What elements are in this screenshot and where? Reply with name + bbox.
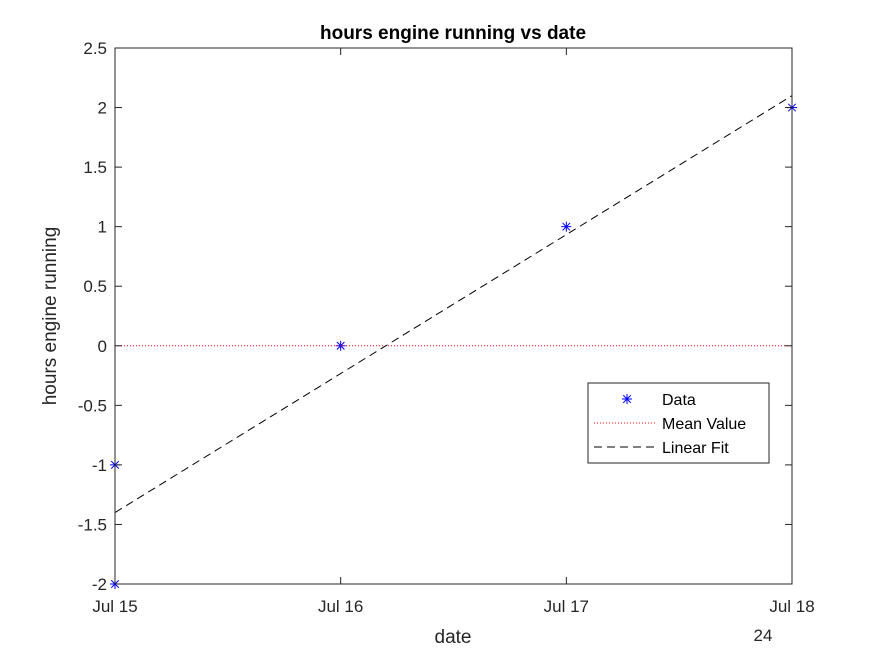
chart-title: hours engine running vs date	[320, 23, 586, 44]
legend-item: Linear Fit	[594, 440, 729, 457]
data-point	[561, 221, 572, 232]
legend-item: Data	[622, 392, 696, 409]
y-tick-label: -1.5	[78, 515, 107, 534]
legend-item: Mean Value	[594, 416, 746, 433]
y-tick-label: -2	[92, 575, 107, 594]
plot-area	[115, 48, 792, 584]
x-tick-label: Jul 16	[318, 597, 363, 616]
legend-label: Mean Value	[662, 416, 746, 433]
series-linear-fit-line	[114, 95, 793, 513]
legend-label: Linear Fit	[662, 440, 729, 457]
legend-marker	[622, 394, 632, 404]
legend-label: Data	[662, 392, 696, 409]
y-tick-label: 1.5	[83, 158, 107, 177]
y-tick-label: -0.5	[78, 396, 107, 415]
marker-stroke	[562, 222, 571, 231]
y-tick-label: 2	[98, 99, 107, 118]
axes-box	[114, 47, 793, 585]
marker-stroke	[622, 394, 632, 404]
y-tick-label: 0	[98, 337, 107, 356]
y-tick-label: -1	[92, 456, 107, 475]
x-axis-label: date	[435, 627, 472, 648]
x-tick-label: Jul 17	[544, 597, 589, 616]
y-tick-label: 0.5	[83, 277, 107, 296]
x-secondary-label: 24	[754, 626, 773, 645]
x-tick-label: Jul 18	[769, 597, 814, 616]
x-tick-label: Jul 15	[92, 597, 137, 616]
legend: Data Mean Value Linear Fit	[587, 382, 770, 464]
y-tick-label: 1	[98, 218, 107, 237]
y-axis-label: hours engine running	[40, 227, 61, 406]
y-tick-label: 2.5	[83, 39, 107, 58]
